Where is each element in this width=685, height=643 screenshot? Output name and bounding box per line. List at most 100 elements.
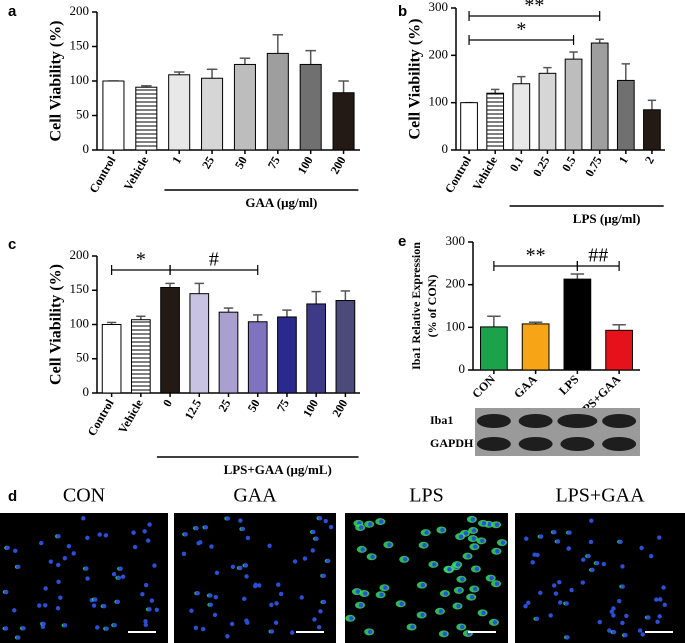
nucleus: [618, 539, 623, 544]
x-tick-label: CON: [469, 372, 498, 401]
nucleus: [648, 553, 654, 559]
nucleus: [140, 592, 145, 597]
bar: [277, 316, 297, 394]
panel-letter: a: [8, 3, 17, 20]
y-tick-label: 300: [429, 0, 449, 14]
nucleus: [620, 584, 625, 589]
nucleus: [56, 534, 61, 539]
nucleus: [586, 553, 591, 559]
nucleus: [637, 628, 643, 633]
nucleus: [116, 575, 122, 580]
nucleus: [654, 597, 659, 602]
x-tick-label: 100: [295, 154, 316, 177]
nucleus: [245, 535, 251, 541]
bar: [102, 80, 125, 151]
nucleus: [538, 590, 543, 596]
bar: [486, 92, 505, 151]
nucleus: [143, 619, 148, 624]
nucleus: [557, 579, 562, 585]
nucleus: [580, 580, 585, 585]
x-tick-label: 50: [245, 397, 263, 414]
nucleus: [617, 598, 622, 604]
y-tick-label: 50: [76, 350, 89, 365]
bar: [101, 324, 122, 394]
nucleus: [470, 517, 476, 522]
bar: [247, 321, 268, 394]
nucleus: [611, 629, 617, 635]
nucleus: [257, 583, 262, 588]
nucleus: [195, 590, 200, 596]
nucleus: [552, 529, 557, 535]
nucleus: [238, 565, 243, 571]
nucleus: [276, 582, 281, 587]
bar: [160, 287, 180, 394]
bar: [168, 74, 191, 151]
nucleus: [379, 592, 384, 597]
nucleus: [62, 623, 68, 628]
nucleus: [208, 602, 214, 607]
nucleus: [463, 531, 469, 536]
nucleus: [661, 585, 666, 590]
nucleus: [399, 601, 404, 606]
nucleus: [93, 597, 98, 602]
blot-band: [560, 437, 595, 451]
x-tick-label: 1: [169, 154, 184, 166]
nucleus: [594, 560, 600, 566]
nucleus: [358, 525, 364, 530]
significance: #: [209, 249, 219, 271]
blot-band: [518, 414, 553, 428]
nucleus: [289, 630, 295, 635]
nucleus: [538, 534, 544, 539]
y-tick-label: 150: [70, 281, 90, 296]
significance: *: [136, 249, 146, 271]
nucleus: [43, 586, 48, 591]
y-tick-label: 300: [446, 233, 466, 248]
nucleus: [193, 625, 199, 631]
nucleus: [209, 544, 214, 549]
x-tick-label: 0.1: [507, 154, 527, 174]
panel-letter: d: [8, 488, 17, 505]
nucleus: [41, 621, 46, 627]
nucleus: [569, 587, 574, 593]
nucleus: [16, 635, 21, 640]
nucleus: [229, 621, 235, 627]
blot-band: [476, 437, 511, 451]
bar: [201, 77, 224, 151]
nucleus: [323, 518, 328, 524]
bar: [306, 303, 327, 394]
nucleus: [230, 564, 236, 570]
nucleus: [588, 539, 594, 545]
nucleus: [553, 591, 559, 596]
nucleus: [640, 632, 645, 637]
nucleus: [524, 536, 529, 541]
bar: [512, 83, 531, 151]
nucleus: [269, 602, 274, 608]
nucleus: [466, 553, 471, 559]
nucleus: [84, 566, 89, 571]
nucleus: [363, 591, 368, 596]
nucleus: [58, 595, 63, 600]
nucleus: [657, 535, 662, 540]
nucleus: [328, 524, 334, 530]
nucleus: [56, 562, 61, 568]
y-tick-label: 0: [83, 384, 90, 399]
nucleus: [360, 547, 365, 552]
nucleus: [37, 603, 42, 608]
x-tick-label: 25: [199, 154, 217, 171]
nucleus: [611, 606, 616, 611]
nucleus: [38, 540, 44, 546]
nucleus: [658, 597, 663, 602]
nucleus: [4, 589, 9, 595]
nucleus: [71, 551, 76, 556]
nucleus: [566, 546, 571, 551]
nucleus: [481, 610, 486, 616]
x-tick-label: Vehicle: [115, 396, 146, 436]
nucleus: [424, 530, 429, 535]
y-axis-label: Cell Viability (%): [48, 264, 65, 385]
nucleus: [358, 602, 364, 608]
nucleus: [639, 545, 644, 551]
nucleus: [611, 613, 616, 618]
nucleus: [494, 581, 500, 586]
bar: [563, 278, 592, 371]
nucleus: [321, 599, 327, 605]
